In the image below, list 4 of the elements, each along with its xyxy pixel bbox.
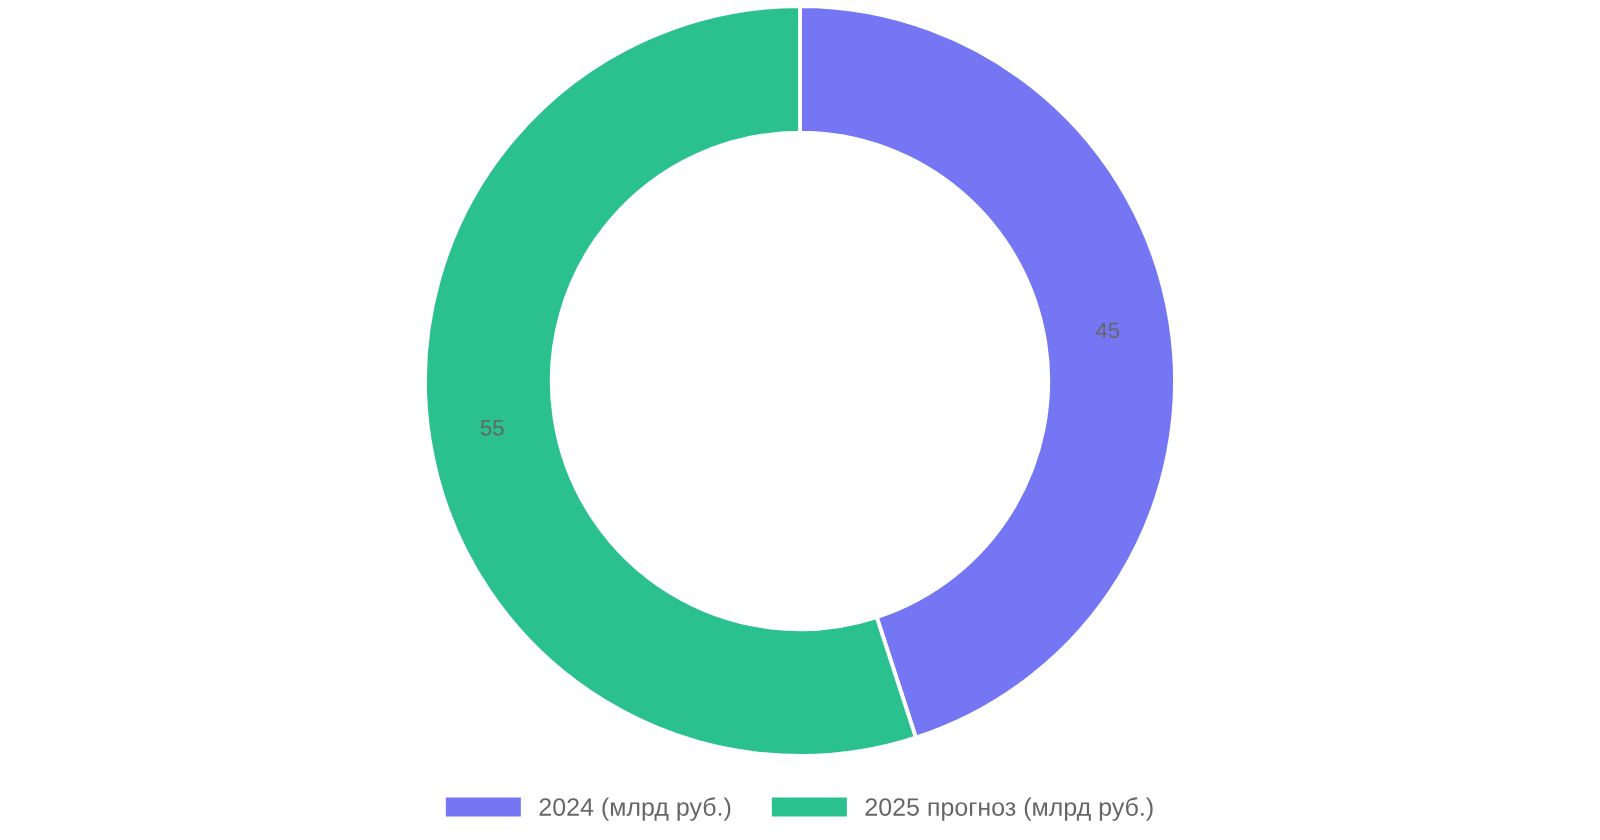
data-label: 45 (1095, 322, 1120, 339)
data-label: 55 (480, 420, 504, 436)
legend-label: 2024 (млрд руб.) (539, 797, 731, 821)
legend-label: 2025 прогноз (млрд руб.) (865, 797, 1153, 821)
